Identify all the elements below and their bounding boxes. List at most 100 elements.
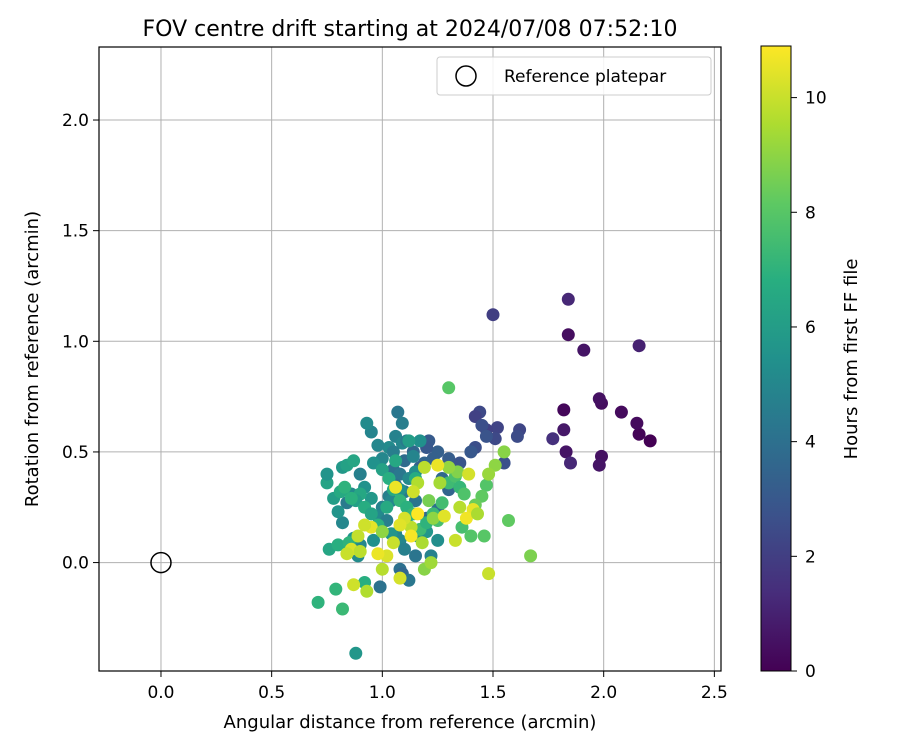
colorbar-tick-label: 8 bbox=[805, 203, 816, 223]
data-point bbox=[464, 445, 478, 459]
data-point bbox=[367, 533, 380, 547]
y-tick-label: 1.5 bbox=[62, 222, 89, 242]
data-point bbox=[502, 514, 515, 527]
legend-label: Reference platepar bbox=[504, 67, 666, 87]
data-point bbox=[482, 467, 496, 481]
data-point bbox=[375, 562, 389, 576]
data-point bbox=[386, 536, 400, 550]
scatter-points bbox=[311, 292, 657, 660]
colorbar bbox=[760, 45, 792, 672]
data-point bbox=[475, 418, 489, 432]
data-point bbox=[442, 381, 456, 395]
data-point bbox=[404, 529, 418, 543]
data-point bbox=[389, 480, 403, 494]
x-tick-label: 0.0 bbox=[147, 683, 174, 703]
data-point bbox=[329, 582, 343, 596]
data-point bbox=[477, 529, 491, 543]
y-tick-label: 0.0 bbox=[62, 554, 89, 574]
data-point bbox=[524, 549, 538, 563]
data-point bbox=[360, 584, 374, 598]
data-point bbox=[422, 494, 436, 508]
data-point bbox=[351, 529, 365, 543]
data-point bbox=[336, 602, 349, 616]
data-point bbox=[561, 328, 575, 342]
data-point bbox=[320, 467, 334, 481]
data-point bbox=[448, 533, 462, 547]
data-point bbox=[490, 421, 504, 435]
chart-title: FOV centre drift starting at 2024/07/08 … bbox=[143, 17, 678, 42]
data-point bbox=[437, 509, 451, 523]
data-point bbox=[393, 518, 407, 532]
data-point bbox=[371, 438, 385, 452]
y-tick-label: 1.0 bbox=[62, 332, 89, 352]
data-point bbox=[462, 467, 476, 481]
y-axis-label: Rotation from reference (arcmin) bbox=[22, 211, 43, 507]
data-point bbox=[459, 511, 473, 525]
colorbar-tick-label: 6 bbox=[805, 318, 816, 338]
data-point bbox=[375, 525, 389, 539]
data-point bbox=[559, 445, 573, 459]
data-point bbox=[395, 416, 409, 430]
y-ticks: 0.0 0.5 1.0 1.5 2.0 bbox=[62, 111, 99, 574]
data-point bbox=[413, 434, 427, 448]
colorbar-label: Hours from first FF file bbox=[841, 259, 862, 460]
data-point bbox=[488, 458, 502, 472]
data-point bbox=[442, 460, 456, 474]
data-point bbox=[380, 500, 394, 514]
data-point bbox=[391, 405, 405, 419]
data-point bbox=[479, 478, 493, 492]
data-point bbox=[632, 339, 646, 353]
reference-point bbox=[150, 551, 172, 574]
data-point bbox=[431, 533, 445, 547]
data-point bbox=[311, 595, 325, 609]
legend-reference-marker bbox=[455, 65, 477, 87]
data-point bbox=[331, 538, 345, 552]
data-point bbox=[338, 480, 352, 494]
data-point bbox=[630, 416, 644, 430]
data-point bbox=[614, 405, 628, 419]
x-tick-label: 1.5 bbox=[479, 683, 506, 703]
grid-lines bbox=[99, 47, 721, 671]
data-point bbox=[331, 505, 345, 519]
data-point bbox=[433, 476, 447, 490]
data-point bbox=[479, 429, 493, 443]
data-point bbox=[546, 432, 560, 446]
data-point bbox=[371, 547, 385, 561]
data-point bbox=[486, 308, 500, 322]
data-point bbox=[364, 507, 378, 521]
data-point bbox=[471, 507, 484, 521]
data-point bbox=[415, 536, 429, 550]
plot-frame bbox=[98, 46, 722, 672]
data-point bbox=[393, 571, 407, 585]
x-tick-label: 0.5 bbox=[258, 683, 285, 703]
colorbar-tick-label: 4 bbox=[805, 433, 816, 453]
legend: Reference platepar bbox=[436, 56, 712, 96]
data-point bbox=[340, 547, 354, 561]
data-point bbox=[482, 567, 496, 581]
data-point bbox=[643, 434, 657, 448]
data-point bbox=[347, 578, 361, 592]
data-point bbox=[564, 456, 577, 470]
x-tick-label: 2.5 bbox=[701, 683, 728, 703]
x-axis-label: Angular distance from reference (arcmin) bbox=[224, 712, 597, 733]
data-point bbox=[402, 434, 416, 448]
x-tick-label: 1.0 bbox=[369, 683, 396, 703]
data-point bbox=[426, 511, 440, 525]
data-point bbox=[468, 410, 482, 423]
data-point bbox=[389, 454, 403, 468]
data-point bbox=[406, 485, 420, 499]
data-point bbox=[632, 427, 646, 441]
data-point bbox=[557, 403, 571, 417]
data-point bbox=[497, 445, 511, 459]
data-point bbox=[435, 496, 449, 510]
legend-box bbox=[436, 56, 712, 96]
colorbar-tick-label: 2 bbox=[805, 547, 816, 567]
data-point bbox=[364, 491, 378, 505]
data-point bbox=[406, 449, 420, 463]
data-point bbox=[358, 518, 372, 532]
data-point bbox=[353, 545, 367, 558]
y-tick-label: 2.0 bbox=[62, 111, 89, 131]
data-point bbox=[592, 392, 606, 406]
data-point bbox=[561, 292, 575, 306]
